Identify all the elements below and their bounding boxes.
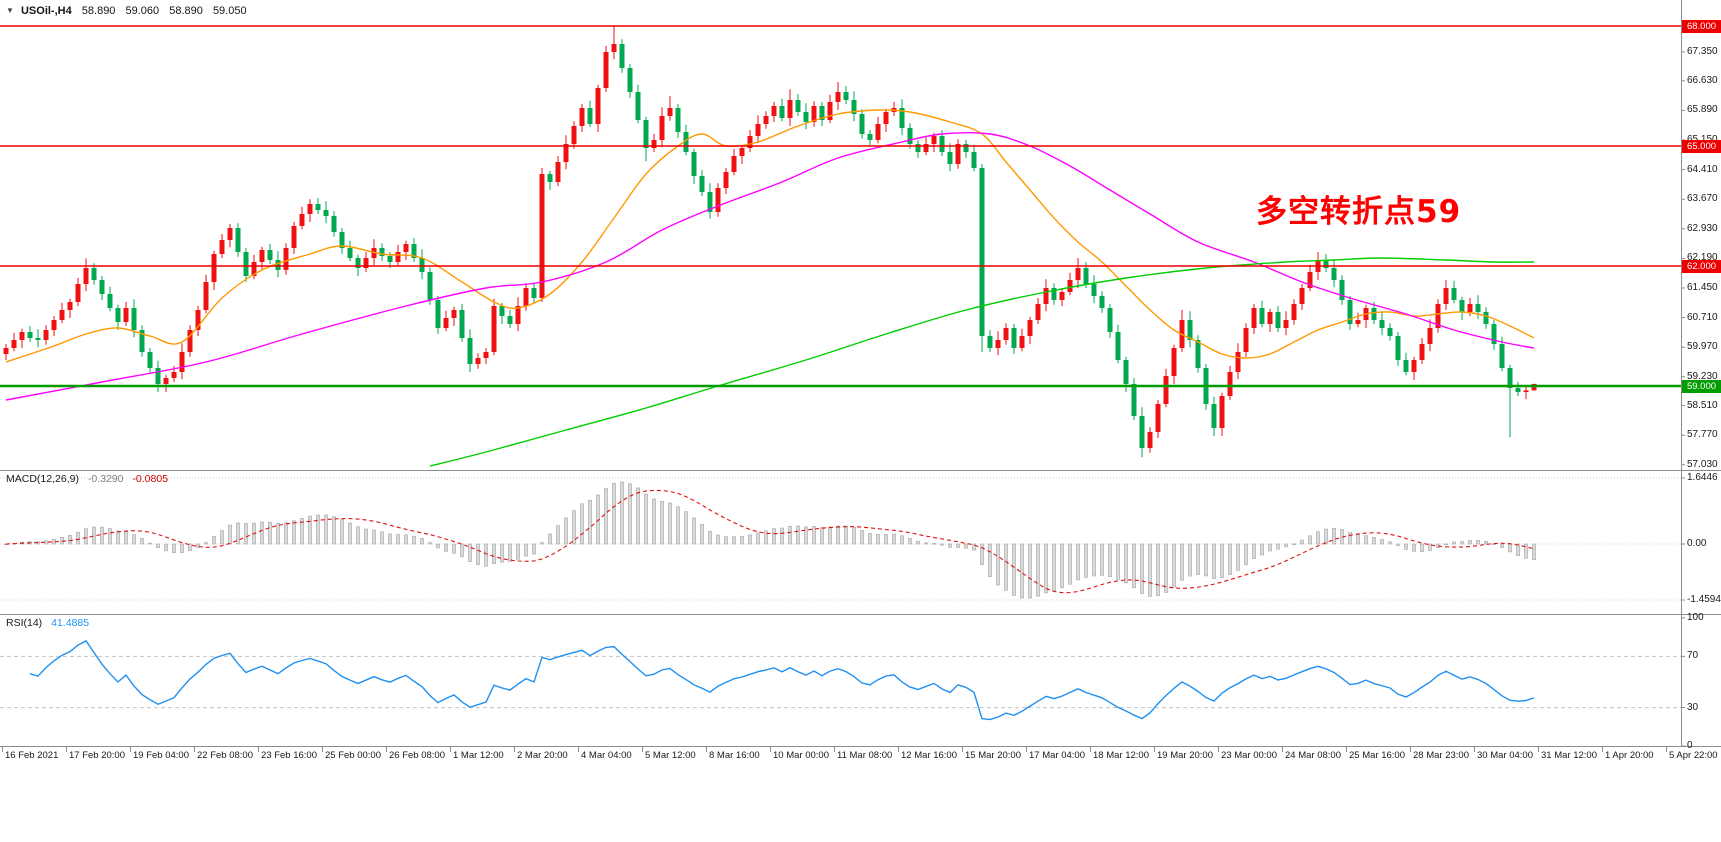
- time-axis-label: 1 Apr 20:00: [1605, 750, 1654, 761]
- time-axis-label: 28 Mar 23:00: [1413, 750, 1469, 761]
- time-axis-label: 16 Feb 2021: [5, 750, 59, 761]
- time-axis-label: 5 Apr 22:00: [1669, 750, 1718, 761]
- time-axis-label: 4 Mar 04:00: [581, 750, 632, 761]
- time-axis-label: 23 Feb 16:00: [261, 750, 317, 761]
- time-axis-label: 17 Mar 04:00: [1029, 750, 1085, 761]
- rsi-indicator-label: RSI(14) 41.4885: [6, 617, 89, 629]
- rsi-value: 41.4885: [51, 617, 90, 629]
- price-axis-label: 57.030: [1687, 459, 1718, 470]
- time-axis-label: 10 Mar 00:00: [773, 750, 829, 761]
- price-axis-label: 62.930: [1687, 223, 1718, 234]
- price-axis-label: 60.710: [1687, 312, 1718, 323]
- rsi-scale-label: 70: [1687, 650, 1699, 661]
- price-axis-label: 64.410: [1687, 164, 1718, 175]
- price-axis-label: 61.450: [1687, 282, 1718, 293]
- rsi-scale-label: 30: [1687, 702, 1699, 713]
- ohlc-low: 58.890: [169, 5, 203, 17]
- symbol-timeframe-label: USOil-,H4: [20, 5, 72, 17]
- price-axis-label: 59.970: [1687, 341, 1718, 352]
- price-axis-label: 62.190: [1687, 252, 1718, 263]
- time-axis-label: 5 Mar 12:00: [645, 750, 696, 761]
- time-axis-label: 23 Mar 00:00: [1221, 750, 1277, 761]
- price-axis-label: 65.150: [1687, 134, 1718, 145]
- chart-title: ▼ USOil-,H4 58.890 59.060 58.890 59.050: [6, 5, 247, 17]
- macd-signal-value: -0.0805: [132, 473, 169, 485]
- price-axis-label: 65.890: [1687, 104, 1718, 115]
- ohlc-close: 59.050: [212, 5, 247, 17]
- price-level-badge: 65.000: [1682, 140, 1721, 153]
- time-axis-label: 8 Mar 16:00: [709, 750, 760, 761]
- time-axis-label: 15 Mar 20:00: [965, 750, 1021, 761]
- macd-indicator-label: MACD(12,26,9) -0.3290 -0.0805: [6, 473, 168, 485]
- macd-scale-label: 1.6446: [1687, 472, 1718, 483]
- time-axis-label: 25 Feb 00:00: [325, 750, 381, 761]
- time-axis-label: 19 Mar 20:00: [1157, 750, 1213, 761]
- macd-name: MACD(12,26,9): [6, 473, 79, 485]
- time-axis-label: 11 Mar 08:00: [837, 750, 893, 761]
- time-axis-label: 18 Mar 12:00: [1093, 750, 1149, 761]
- rsi-name: RSI(14): [6, 617, 43, 629]
- macd-main-value: -0.3290: [87, 473, 124, 485]
- time-axis-label: 2 Mar 20:00: [517, 750, 568, 761]
- time-axis-label: 24 Mar 08:00: [1285, 750, 1341, 761]
- price-level-badge: 68.000: [1682, 20, 1721, 33]
- macd-scale-label: 0.00: [1687, 538, 1707, 549]
- time-axis-label: 26 Feb 08:00: [389, 750, 445, 761]
- price-axis-label: 63.670: [1687, 193, 1718, 204]
- ohlc-high: 59.060: [125, 5, 160, 17]
- ohlc-open: 58.890: [81, 5, 116, 17]
- price-axis-label: 57.770: [1687, 429, 1718, 440]
- price-axis-label: 58.510: [1687, 400, 1718, 411]
- price-annotation-text: 多空转折点59: [1256, 194, 1462, 230]
- one-click-trading-toggle[interactable]: ▼: [6, 6, 14, 15]
- time-axis-label: 30 Mar 04:00: [1477, 750, 1533, 761]
- rsi-scale-label: 100: [1687, 612, 1704, 623]
- time-axis-label: 17 Feb 20:00: [69, 750, 125, 761]
- time-axis-label: 12 Mar 16:00: [901, 750, 957, 761]
- price-level-badge: 59.000: [1682, 380, 1721, 393]
- price-level-badge: 62.000: [1682, 260, 1721, 273]
- time-axis-label: 19 Feb 04:00: [133, 750, 189, 761]
- time-axis-label: 31 Mar 12:00: [1541, 750, 1597, 761]
- rsi-scale-label: 0: [1687, 740, 1693, 751]
- price-axis-label: 59.230: [1687, 371, 1718, 382]
- time-axis-label: 1 Mar 12:00: [453, 750, 504, 761]
- price-axis-label: 67.350: [1687, 46, 1718, 57]
- time-axis-label: 22 Feb 08:00: [197, 750, 253, 761]
- macd-scale-label: -1.4594: [1687, 594, 1721, 605]
- time-axis-label: 25 Mar 16:00: [1349, 750, 1405, 761]
- price-axis-label: 66.630: [1687, 75, 1718, 86]
